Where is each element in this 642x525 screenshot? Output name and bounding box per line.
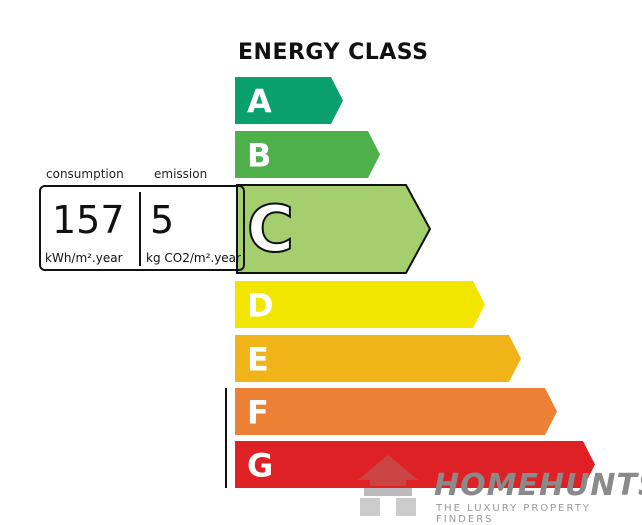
emission-unit: kg CO2/m².year <box>146 251 241 265</box>
class-letter-d: D <box>247 287 274 325</box>
class-bar-e <box>235 335 521 382</box>
class-letter-c: C <box>247 193 294 267</box>
chart-title: ENERGY CLASS <box>238 40 429 65</box>
divider <box>139 192 141 266</box>
class-bar-g <box>235 441 595 488</box>
logo-tagline: THE LUXURY PROPERTY FINDERS <box>436 503 591 525</box>
class-bar-c <box>236 184 432 274</box>
class-bar-d <box>235 281 485 328</box>
class-letter-a: A <box>247 83 272 121</box>
class-bar-a <box>235 77 343 124</box>
logo-name: HOMEHUNTS <box>434 468 642 503</box>
class-bar-f <box>235 388 557 435</box>
consumption-unit: kWh/m².year <box>45 251 123 265</box>
marker-line <box>225 388 227 488</box>
consumption-label: consumption <box>46 167 124 181</box>
emission-value: 5 <box>150 198 175 242</box>
rating-box <box>39 185 245 271</box>
emission-label: emission <box>154 167 208 181</box>
class-letter-g: G <box>247 447 273 485</box>
class-bar-b <box>235 131 380 178</box>
class-letter-b: B <box>247 137 271 175</box>
consumption-value: 157 <box>52 198 125 242</box>
class-letter-e: E <box>247 341 269 379</box>
class-letter-f: F <box>247 394 269 432</box>
